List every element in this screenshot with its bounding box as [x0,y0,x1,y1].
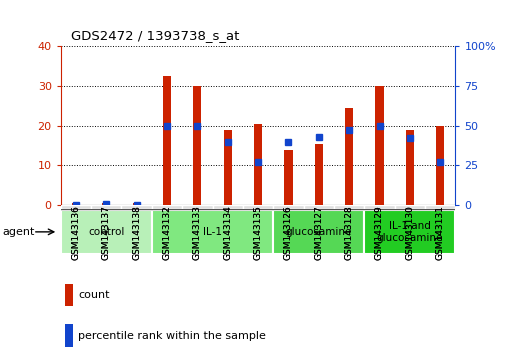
Text: GSM143136: GSM143136 [71,206,80,261]
Bar [152,205,182,209]
Text: GSM143132: GSM143132 [162,206,171,260]
Bar [364,210,454,254]
Text: GSM143136: GSM143136 [71,206,80,261]
Bar [91,205,121,209]
Text: agent: agent [3,227,35,237]
Bar [405,130,413,205]
Bar [284,149,292,205]
Text: percentile rank within the sample: percentile rank within the sample [78,331,266,341]
Bar [61,205,91,209]
Bar [72,203,80,205]
Text: GSM143135: GSM143135 [253,206,262,261]
Bar [435,126,443,205]
Bar [65,284,73,306]
Text: GSM143133: GSM143133 [192,206,201,261]
Text: GSM143134: GSM143134 [223,206,232,260]
Text: GSM143127: GSM143127 [314,206,323,260]
Bar [333,205,364,209]
Text: GSM143132: GSM143132 [162,206,171,260]
Text: GSM143131: GSM143131 [435,206,444,261]
Bar [364,205,394,209]
Bar [424,205,454,209]
Text: GSM143127: GSM143127 [314,206,323,260]
Text: GSM143133: GSM143133 [192,206,201,261]
Bar [303,205,333,209]
Text: GSM143128: GSM143128 [344,206,353,260]
Text: GSM143126: GSM143126 [283,206,292,260]
Bar [314,144,322,205]
Text: GSM143134: GSM143134 [223,206,232,260]
Text: GSM143129: GSM143129 [374,206,383,260]
Bar [394,205,424,209]
Bar [273,210,364,254]
Bar [242,205,273,209]
Bar [61,210,152,254]
Text: count: count [78,290,110,300]
Text: GSM143130: GSM143130 [405,206,414,261]
Text: IL-1: IL-1 [203,227,222,237]
Text: glucosamine: glucosamine [285,227,351,237]
Text: GSM143135: GSM143135 [253,206,262,261]
Text: GSM143128: GSM143128 [344,206,353,260]
Bar [254,124,262,205]
Bar [121,205,152,209]
Text: IL-1 and
glucosamine: IL-1 and glucosamine [376,221,442,243]
Text: control: control [88,227,124,237]
Bar [65,324,73,347]
Bar [102,203,110,205]
Bar [152,210,273,254]
Bar [375,86,383,205]
Bar [344,108,352,205]
Text: GSM143129: GSM143129 [374,206,383,260]
Text: GSM143126: GSM143126 [283,206,292,260]
Text: GSM143137: GSM143137 [102,206,111,261]
Bar [163,76,171,205]
Bar [212,205,242,209]
Bar [132,203,140,205]
Bar [273,205,303,209]
Text: GDS2472 / 1393738_s_at: GDS2472 / 1393738_s_at [71,29,239,42]
Text: GSM143131: GSM143131 [435,206,444,261]
Bar [193,86,201,205]
Text: GSM143138: GSM143138 [132,206,141,261]
Text: GSM143138: GSM143138 [132,206,141,261]
Bar [223,130,231,205]
Text: GSM143137: GSM143137 [102,206,111,261]
Bar [182,205,212,209]
Text: GSM143130: GSM143130 [405,206,414,261]
